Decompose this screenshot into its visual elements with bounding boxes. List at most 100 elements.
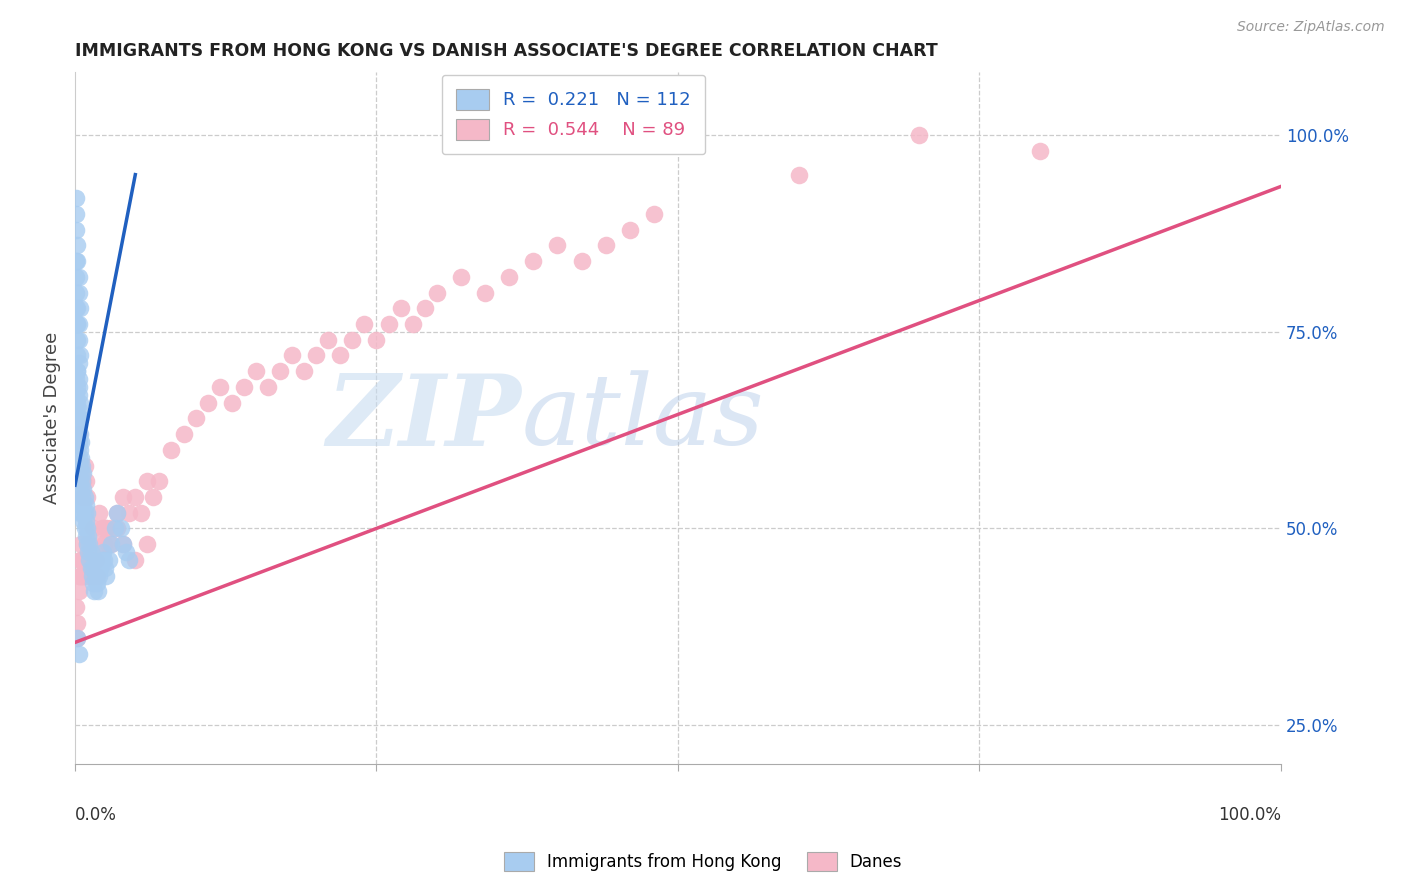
Point (65, 388, 87, 402)
Point (66, 364, 89, 378)
Point (69, 411, 91, 425)
Point (73, 506, 96, 520)
Point (94, 560, 117, 574)
Point (118, 506, 141, 520)
Point (84, 568, 107, 582)
Point (67, 356, 90, 370)
Point (66, 475, 89, 489)
Point (112, 537, 135, 551)
Point (93, 537, 115, 551)
Point (643, 207, 665, 221)
Point (69, 395, 91, 409)
Text: 100.0%: 100.0% (1218, 805, 1281, 824)
Text: ZIP: ZIP (326, 370, 522, 467)
Point (67, 647, 90, 661)
Point (67, 584, 90, 599)
Point (69, 458, 91, 473)
Point (76, 490, 98, 504)
Point (114, 545, 136, 559)
Point (69, 475, 91, 489)
Text: atlas: atlas (522, 371, 763, 466)
Point (66, 632, 89, 646)
Point (65, 372, 87, 386)
Point (84, 553, 107, 567)
Point (94, 521, 117, 535)
Point (105, 506, 128, 520)
Point (124, 553, 146, 567)
Point (67, 388, 90, 402)
Point (65, 434, 87, 449)
Point (96, 521, 118, 535)
Point (75, 498, 97, 512)
Point (66, 333, 89, 347)
Point (79, 545, 101, 559)
Point (69, 458, 91, 473)
Point (66, 427, 89, 442)
Point (66, 442, 89, 457)
Point (79, 537, 101, 551)
Legend: R =  0.221   N = 112, R =  0.544    N = 89: R = 0.221 N = 112, R = 0.544 N = 89 (441, 75, 706, 154)
Point (571, 254, 593, 268)
Point (69, 553, 91, 567)
Point (77, 529, 100, 543)
Point (65, 269, 87, 284)
Point (787, 168, 810, 182)
Point (305, 348, 328, 362)
Point (450, 269, 472, 284)
Point (124, 490, 146, 504)
Point (66, 395, 89, 409)
Point (136, 537, 159, 551)
Point (292, 364, 315, 378)
Point (72, 568, 94, 582)
Point (522, 254, 544, 268)
Point (65, 191, 87, 205)
Point (69, 348, 91, 362)
Point (76, 521, 98, 535)
Point (76, 506, 98, 520)
Point (67, 475, 90, 489)
Point (97, 537, 120, 551)
Point (70, 537, 93, 551)
Point (82, 560, 104, 574)
Point (142, 490, 165, 504)
Point (77, 553, 100, 567)
Point (136, 475, 159, 489)
Point (148, 475, 170, 489)
Point (66, 317, 89, 331)
Point (257, 380, 280, 394)
Point (184, 411, 207, 425)
Point (72, 482, 94, 496)
Point (329, 348, 352, 362)
Point (65, 254, 87, 268)
Point (100, 537, 122, 551)
Point (104, 521, 127, 535)
Point (389, 301, 412, 316)
Point (67, 434, 90, 449)
Point (75, 568, 97, 582)
Point (131, 506, 153, 520)
Point (70, 458, 93, 473)
Point (67, 269, 90, 284)
Point (67, 427, 90, 442)
Point (65, 419, 87, 434)
Point (70, 490, 93, 504)
Point (402, 317, 425, 331)
Point (75, 475, 97, 489)
Point (93, 553, 115, 567)
Point (69, 411, 91, 425)
Point (77, 545, 100, 559)
Point (100, 537, 122, 551)
Point (66, 348, 89, 362)
Point (67, 419, 90, 434)
Point (67, 372, 90, 386)
Point (66, 380, 89, 394)
Point (72, 498, 94, 512)
Point (79, 560, 101, 574)
Point (366, 333, 388, 347)
Point (70, 434, 93, 449)
Point (66, 615, 89, 630)
Point (67, 450, 90, 465)
Point (221, 395, 243, 409)
Point (1029, 144, 1052, 158)
Point (619, 222, 641, 236)
